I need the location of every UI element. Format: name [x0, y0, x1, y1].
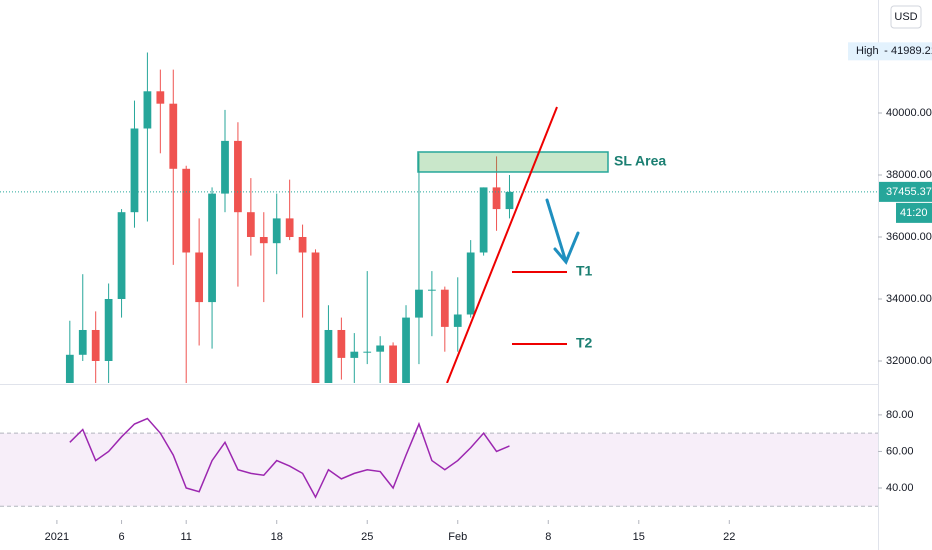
candle-body — [156, 91, 165, 104]
candle-body — [143, 91, 152, 129]
candle-body — [492, 187, 501, 210]
high-tag — [848, 42, 932, 61]
y-tick-label: 38000.00 — [886, 169, 932, 181]
x-tick-label: 15 — [633, 531, 645, 543]
target-label: T2 — [576, 335, 593, 351]
candle-body — [440, 289, 449, 327]
x-tick-label: 2021 — [45, 531, 69, 543]
candle-body — [104, 298, 113, 361]
candle-body — [376, 345, 385, 352]
high-sep: - — [884, 45, 888, 57]
high-label: High — [856, 45, 879, 57]
rsi-band — [0, 433, 878, 507]
last-price-label: 37455.37 — [886, 186, 932, 198]
arrow — [545, 198, 580, 265]
candle-body — [402, 317, 410, 383]
sl-area — [417, 151, 609, 173]
candle-body — [428, 289, 436, 291]
candle-body — [453, 314, 462, 327]
target-label: T1 — [576, 263, 593, 279]
candle-body — [195, 252, 204, 303]
currency-box[interactable] — [890, 5, 922, 29]
candle-body — [91, 329, 100, 361]
currency: USD — [894, 11, 917, 23]
candle-body — [479, 187, 488, 253]
x-tick-label: 8 — [545, 531, 551, 543]
countdown: 41:20 — [900, 207, 928, 219]
candle-body — [65, 354, 74, 383]
high-value: 41989.21 — [891, 45, 932, 57]
candle-body — [208, 193, 216, 303]
x-tick-label: 18 — [271, 531, 283, 543]
axes: USD 32000.00 34000.00 36000.00 38000.00 4000… — [45, 5, 932, 543]
candle-body — [246, 212, 255, 237]
candle-body — [221, 140, 229, 194]
y-tick-label: 32000.00 — [886, 355, 932, 367]
candle-body — [234, 140, 242, 213]
candle-body — [505, 191, 514, 210]
y-tick-label: 80.00 — [886, 409, 914, 421]
x-tick-label: 11 — [180, 531, 191, 543]
candle-body — [415, 289, 423, 318]
candle-body — [78, 329, 87, 355]
candle-body — [350, 351, 359, 358]
candle-body — [259, 236, 268, 244]
rsi-line — [69, 417, 510, 499]
last-price-tag — [879, 181, 932, 202]
countdown-tag — [896, 202, 932, 223]
y-tick-label: 34000.00 — [886, 293, 932, 305]
x-tick-label: 25 — [361, 531, 373, 543]
candle-body — [337, 329, 346, 358]
trend-line — [446, 106, 558, 383]
candle-body — [182, 168, 191, 253]
y-tick-label: 60.00 — [886, 445, 914, 457]
x-tick-label: 22 — [723, 531, 735, 543]
candle-body — [117, 212, 126, 299]
x-tick-label: 6 — [118, 531, 124, 543]
candle-body — [298, 236, 307, 253]
candle-body — [311, 252, 320, 383]
y-tick-label: 36000.00 — [886, 231, 932, 243]
candle-body — [466, 252, 475, 315]
candle-body — [272, 218, 281, 244]
candle-body — [285, 218, 294, 237]
price-pane — [0, 52, 878, 383]
candle-body — [130, 128, 139, 213]
x-tick-label: Feb — [448, 531, 467, 543]
candle-body — [363, 351, 372, 353]
sl-area-label: SL Area — [614, 153, 666, 169]
y-tick-label: 40.00 — [886, 482, 914, 494]
candle-body — [389, 345, 397, 383]
candle-body — [324, 329, 333, 383]
y-tick-label: 40000.00 — [886, 107, 932, 119]
rsi-pane — [0, 417, 878, 507]
candle-body — [169, 103, 178, 169]
